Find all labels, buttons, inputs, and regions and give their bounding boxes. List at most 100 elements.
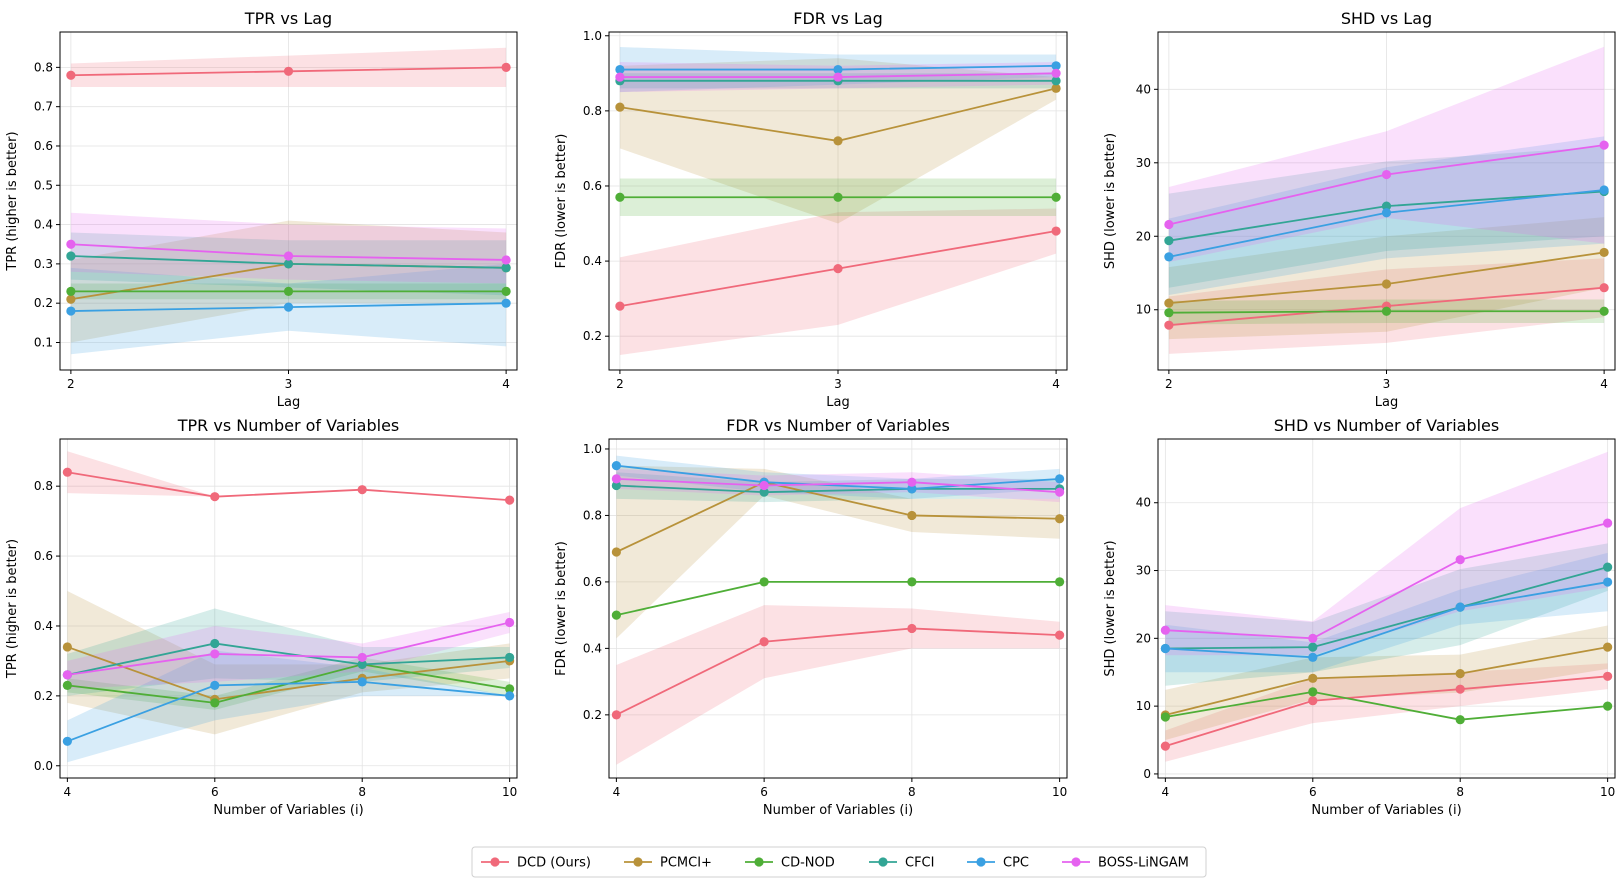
- point-dcd-ours: [833, 264, 843, 274]
- series-line-cfci: [67, 642, 510, 676]
- point-cfci: [1051, 76, 1061, 86]
- point-cd-nod: [759, 577, 769, 587]
- x-tick-label: 4: [613, 785, 621, 799]
- point-cpc: [357, 677, 367, 687]
- y-tick-label: 10: [1136, 699, 1151, 713]
- chart-title: FDR vs Lag: [793, 9, 883, 28]
- point-boss-lingam: [1160, 625, 1170, 635]
- series-line-pcmci: [67, 646, 510, 701]
- point-dcd-ours: [62, 467, 72, 477]
- band-pcmci: [70, 220, 507, 343]
- point-dcd-ours: [759, 637, 769, 647]
- point-cd-nod: [505, 684, 515, 694]
- point-cpc: [210, 680, 220, 690]
- y-tick-label: 0.2: [583, 329, 602, 343]
- point-boss-lingam: [501, 255, 511, 265]
- y-tick-label: 40: [1136, 82, 1151, 96]
- y-tick-label: 0.6: [583, 179, 602, 193]
- point-boss-lingam: [615, 72, 625, 82]
- x-tick-label: 3: [1383, 377, 1391, 391]
- point-cd-nod: [501, 286, 511, 296]
- point-cd-nod: [611, 610, 621, 620]
- legend-marker: [633, 857, 643, 867]
- band-cpc: [67, 650, 510, 763]
- series-line-dcd-ours: [1165, 675, 1608, 747]
- point-cfci: [611, 480, 621, 491]
- y-tick-label: 0.4: [34, 619, 53, 633]
- y-tick-label: 30: [1136, 564, 1151, 578]
- point-boss-lingam: [907, 477, 917, 487]
- point-cfci: [505, 652, 515, 663]
- point-boss-lingam: [1055, 487, 1065, 497]
- point-pcmci: [611, 547, 621, 557]
- y-tick-label: 0.3: [34, 257, 53, 271]
- point-dcd-ours: [615, 301, 625, 311]
- axes-frame: [59, 438, 518, 779]
- point-pcmci: [1164, 298, 1174, 308]
- point-dcd-ours: [1455, 684, 1465, 694]
- x-tick-label: 8: [908, 785, 916, 799]
- point-cfci: [759, 487, 769, 497]
- band-dcd-ours: [67, 451, 510, 501]
- point-dcd-ours: [1603, 671, 1613, 681]
- point-cd-nod: [62, 680, 72, 690]
- point-boss-lingam: [1051, 68, 1061, 78]
- point-pcmci: [1599, 247, 1609, 258]
- point-cd-nod: [66, 286, 76, 296]
- point-dcd-ours: [1164, 320, 1174, 330]
- y-axis-label: SHD (lower is better): [1103, 133, 1118, 269]
- point-dcd-ours: [501, 62, 511, 72]
- chart-title: SHD vs Number of Variables: [1274, 416, 1499, 435]
- band-pcmci: [1168, 217, 1605, 340]
- y-axis-label: SHD (lower is better): [1103, 540, 1118, 676]
- legend-item-pcmci: PCMCI+: [624, 856, 712, 871]
- series-line-dcd-ours: [615, 627, 1060, 716]
- x-axis-label: Number of Variables (i): [763, 803, 913, 818]
- point-boss-lingam: [210, 649, 220, 659]
- y-tick-label: 0: [1143, 767, 1151, 781]
- point-pcmci: [1381, 279, 1392, 289]
- y-tick-label: 1.0: [583, 29, 602, 43]
- x-tick-label: 4: [1162, 785, 1170, 799]
- series-line-dcd-ours: [67, 471, 510, 502]
- y-tick-label: 0.6: [34, 139, 53, 153]
- y-tick-label: 0.8: [583, 508, 602, 522]
- series-line-boss-lingam: [616, 477, 1060, 494]
- y-tick-label: 40: [1136, 496, 1151, 510]
- point-cpc: [1599, 185, 1609, 195]
- point-cd-nod: [1308, 687, 1318, 697]
- point-cd-nod: [615, 192, 625, 202]
- x-tick-label: 4: [64, 785, 72, 799]
- y-tick-label: 0.5: [34, 178, 53, 192]
- y-tick-label: 10: [1136, 303, 1151, 317]
- series-line-pcmci: [1165, 646, 1608, 716]
- point-cpc: [1055, 474, 1065, 484]
- point-pcmci: [615, 102, 625, 112]
- y-tick-label: 30: [1136, 156, 1151, 170]
- x-tick-label: 3: [834, 377, 842, 391]
- band-boss-lingam: [1168, 46, 1605, 262]
- x-tick-label: 10: [1600, 785, 1615, 799]
- point-dcd-ours: [1160, 741, 1170, 751]
- y-axis-label: FDR (lower is better): [554, 134, 569, 269]
- band-boss-lingam: [67, 611, 510, 689]
- chart-panel-0: 2 3 4 0.1 0.2 0.3 0.4 0.5 0.6 0.7 0.8 TPR vs Lag Lag…: [5, 9, 518, 410]
- y-tick-label: 0.4: [583, 641, 602, 655]
- chart-title: FDR vs Number of Variables: [726, 416, 950, 435]
- band-cpc: [1165, 552, 1608, 673]
- y-tick-label: 0.4: [34, 218, 53, 232]
- legend-item-cfci: CFCI: [869, 856, 934, 871]
- y-tick-label: 20: [1136, 631, 1151, 645]
- point-dcd-ours: [1308, 696, 1318, 706]
- point-dcd-ours: [611, 710, 621, 720]
- band-pcmci: [1165, 625, 1608, 741]
- point-pcmci: [907, 510, 917, 521]
- x-tick-label: 6: [760, 785, 768, 799]
- point-cpc: [833, 64, 843, 75]
- x-axis-label: Number of Variables (i): [1311, 803, 1461, 818]
- y-tick-label: 0.0: [34, 759, 53, 773]
- band-dcd-ours: [616, 605, 1060, 765]
- point-boss-lingam: [1308, 633, 1318, 643]
- y-tick-label: 0.1: [34, 335, 53, 349]
- x-tick-label: 4: [1600, 377, 1608, 391]
